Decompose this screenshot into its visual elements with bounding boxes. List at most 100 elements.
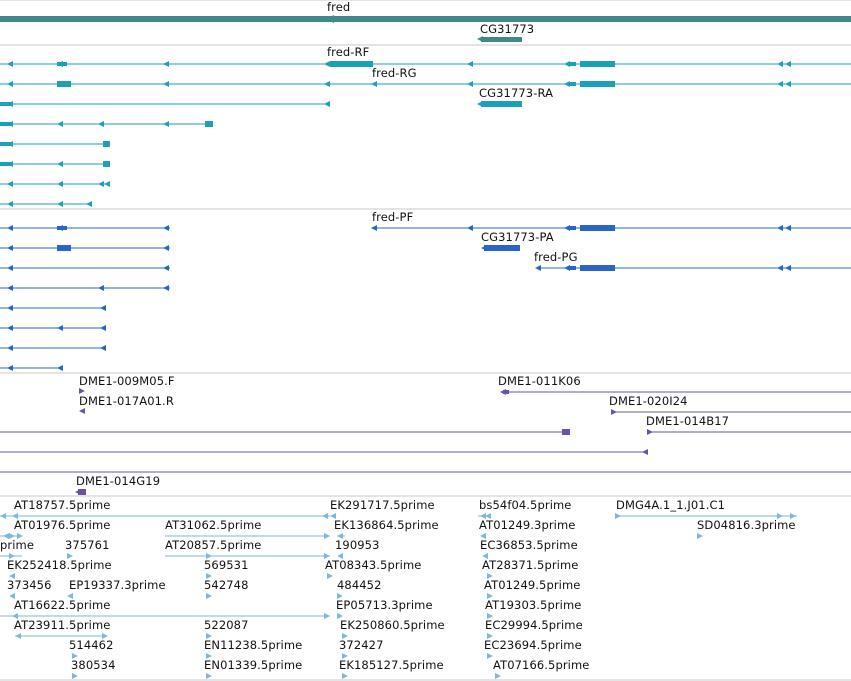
strand-arrow-right <box>327 573 333 579</box>
strand-arrow-left <box>100 325 106 331</box>
strand-arrow-right <box>17 533 23 539</box>
strand-arrow-right <box>611 409 617 415</box>
exon-block[interactable] <box>57 226 67 230</box>
strand-arrow-left <box>482 553 488 559</box>
strand-arrow-left <box>642 449 648 455</box>
exon-block[interactable] <box>503 390 509 394</box>
strand-arrow-right <box>487 573 493 579</box>
exon-block[interactable] <box>57 81 71 87</box>
strand-arrow-left <box>3 533 9 539</box>
strand-arrow-left <box>7 201 13 207</box>
strand-arrow-left <box>75 489 81 495</box>
strand-arrow-left <box>777 265 783 271</box>
strand-arrow-left <box>322 513 328 519</box>
strand-arrow-left <box>98 285 104 291</box>
strand-arrow-right <box>67 553 73 559</box>
strand-arrow-left <box>79 408 85 414</box>
strand-arrow-left <box>777 81 783 87</box>
strand-arrow-left <box>324 101 330 107</box>
strand-arrow-right <box>206 553 212 559</box>
strand-arrow-right <box>206 593 212 599</box>
strand-arrow-right <box>495 673 501 679</box>
strand-arrow-left <box>480 513 486 519</box>
exon-block[interactable] <box>568 62 576 66</box>
exon-block[interactable] <box>103 161 110 167</box>
transcript-cg31773-ra[interactable] <box>481 101 522 107</box>
strand-arrow-left <box>467 61 473 67</box>
strand-arrow-left <box>785 61 791 67</box>
exon-block[interactable] <box>57 62 67 66</box>
strand-arrow-right <box>337 593 343 599</box>
gene-cg31773[interactable] <box>481 37 522 42</box>
strand-arrow-left <box>86 201 92 207</box>
strand-arrow-right <box>324 533 330 539</box>
strand-arrow-left <box>535 265 541 271</box>
strand-arrow-left <box>7 225 13 231</box>
strand-arrow-left <box>7 61 13 67</box>
strand-arrow-left <box>467 225 473 231</box>
strand-arrow-left <box>7 325 13 331</box>
strand-arrow-left <box>324 81 330 87</box>
strand-arrow-right <box>487 593 493 599</box>
strand-arrow-left <box>98 121 104 127</box>
strand-arrow-left <box>57 161 63 167</box>
strand-arrow-right <box>487 613 493 619</box>
strand-arrow-left <box>330 513 336 519</box>
strand-arrow-left <box>480 533 486 539</box>
exon-block[interactable] <box>580 225 615 231</box>
strand-arrow-left <box>67 593 73 599</box>
strand-arrow-right <box>790 513 796 519</box>
strand-arrow-left <box>163 285 169 291</box>
strand-arrow-left <box>9 593 15 599</box>
exon-block[interactable] <box>0 162 12 166</box>
strand-arrow-right <box>102 633 108 639</box>
strand-arrow-left <box>7 81 13 87</box>
exon-block[interactable] <box>0 142 12 146</box>
strand-arrow-left <box>371 81 377 87</box>
strand-arrow-left <box>7 181 13 187</box>
strand-arrow-left <box>163 121 169 127</box>
strand-arrow-left <box>467 81 473 87</box>
strand-arrow-left <box>777 225 783 231</box>
strand-arrow-left <box>337 553 343 559</box>
strand-arrow-left <box>100 305 106 311</box>
strand-arrow-left <box>57 121 63 127</box>
exon-block[interactable] <box>568 226 576 230</box>
strand-arrow-left <box>7 245 13 251</box>
exon-block[interactable] <box>205 121 213 127</box>
strand-arrow-right <box>324 553 330 559</box>
exon-block[interactable] <box>0 102 12 106</box>
exon-block[interactable] <box>568 266 576 270</box>
strand-arrow-right <box>615 513 621 519</box>
exon-block[interactable] <box>0 122 12 126</box>
strand-arrow-left <box>100 345 106 351</box>
strand-arrow-left <box>163 81 169 87</box>
strand-arrow-right <box>206 633 212 639</box>
strand-arrow-left <box>7 365 13 371</box>
clone-dme1-014g19[interactable] <box>78 489 86 495</box>
protein-cg31773-pa[interactable] <box>484 245 520 251</box>
exon-block[interactable] <box>57 245 71 251</box>
strand-arrow-left <box>57 201 63 207</box>
exon-block[interactable] <box>568 82 576 86</box>
exon-block[interactable] <box>562 429 570 435</box>
strand-arrow-left <box>98 181 104 187</box>
strand-arrow-left <box>163 265 169 271</box>
strand-arrow-left <box>104 181 110 187</box>
exon-block[interactable] <box>580 81 615 87</box>
gene-fred[interactable] <box>330 16 851 22</box>
strand-arrow-right <box>79 388 85 394</box>
exon-block[interactable] <box>103 141 110 147</box>
strand-arrow-right <box>324 613 330 619</box>
strand-arrow-left <box>57 181 63 187</box>
exon-block[interactable] <box>330 61 373 67</box>
strand-arrow-left <box>485 513 491 519</box>
strand-arrow-right <box>9 533 15 539</box>
exon-block[interactable] <box>580 61 615 67</box>
strand-arrow-right <box>206 653 212 659</box>
strand-arrow-left <box>477 36 483 42</box>
gene-fred[interactable] <box>0 16 330 22</box>
exon-block[interactable] <box>580 265 615 271</box>
strand-arrow-right <box>9 553 15 559</box>
